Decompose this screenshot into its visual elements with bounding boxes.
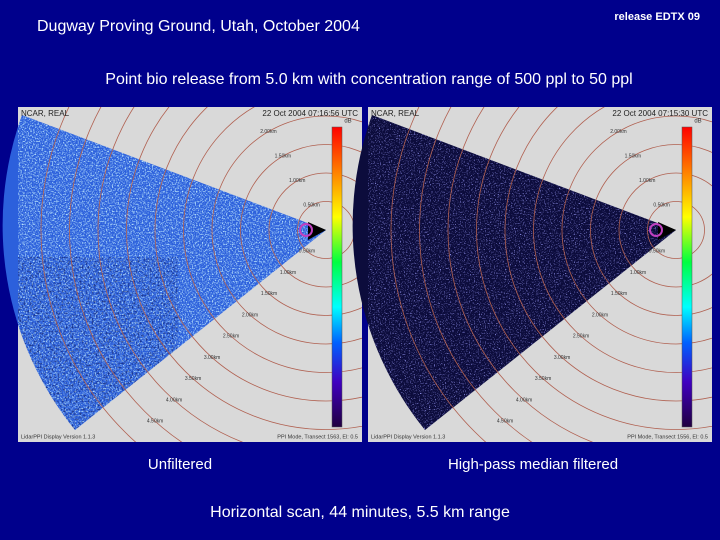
range-ring: [590, 144, 712, 316]
apex: [308, 222, 326, 240]
release-label: release EDTX 09: [614, 11, 700, 23]
range-label: 1.50km: [275, 154, 291, 160]
range-ring: [69, 107, 183, 442]
range-ring: [618, 172, 712, 288]
timestamp: 22 Oct 2004 07:15:30 UTC: [612, 109, 708, 118]
range-label: 0.50km: [299, 249, 315, 255]
range-ring: [476, 107, 712, 430]
mode-label: PPI Mode, Transect 1563, El: 0.5: [277, 434, 358, 440]
colorbar-unit: dB: [694, 119, 701, 125]
range-label: 4.50km: [497, 419, 513, 425]
footer: Horizontal scan, 44 minutes, 5.5 km rang…: [210, 504, 510, 521]
range-label: 2.00km: [242, 312, 258, 318]
range-label: 1.50km: [625, 154, 641, 160]
range-label: 0.50km: [303, 203, 319, 209]
range-label: 0.50km: [653, 203, 669, 209]
range-label: 0.50km: [649, 249, 665, 255]
range-rings: 0.50km 0.50km 1.00km 1.00km 1.50km 1.50km 2.00…: [390, 107, 712, 442]
range-label: 2.50km: [223, 334, 239, 340]
range-label: 3.00km: [204, 355, 220, 361]
range-label: 1.00km: [289, 178, 305, 184]
range-label: 1.50km: [611, 291, 627, 297]
range-ring: [268, 172, 362, 288]
range-ring: [419, 107, 533, 442]
range-label: 1.00km: [280, 270, 296, 276]
mode-label: PPI Mode, Transect 1556, El: 0.5: [627, 434, 708, 440]
range-label: 4.00km: [516, 397, 532, 403]
lidar-panel: 0.50km 0.50km 1.00km 1.00km 1.50km 1.50km 2.00…: [2, 107, 362, 442]
range-rings: 0.50km 0.50km 1.00km 1.00km 1.50km 1.50km 2.00…: [40, 107, 362, 442]
apex-glow: [649, 223, 663, 237]
range-label: 3.50km: [185, 376, 201, 382]
range-label: 1.00km: [639, 178, 655, 184]
range-ring: [447, 107, 594, 442]
range-label: 4.00km: [166, 397, 182, 403]
range-label: 3.00km: [554, 355, 570, 361]
version-label: LidarPPI Display Version 1.1.3: [21, 434, 95, 440]
range-ring: [40, 107, 137, 442]
colorbar-unit: dB: [344, 119, 351, 125]
colorbar: [681, 126, 693, 428]
range-ring: [533, 107, 712, 373]
range-label: 2.00km: [592, 312, 608, 318]
panel-caption: High-pass median filtered: [448, 456, 618, 473]
range-label: 2.00km: [610, 129, 626, 135]
source-label: NCAR, REAL: [371, 109, 420, 118]
range-ring: [97, 107, 244, 442]
source-label: NCAR, REAL: [21, 109, 70, 118]
timestamp: 22 Oct 2004 07:16:56 UTC: [262, 109, 358, 118]
apex-glow: [299, 223, 313, 237]
colorbar: [331, 126, 343, 428]
range-ring: [154, 107, 362, 402]
range-ring: [240, 144, 362, 316]
range-ring: [183, 107, 362, 373]
version-label: LidarPPI Display Version 1.1.3: [371, 434, 445, 440]
panel-caption: Unfiltered: [148, 456, 212, 473]
range-ring: [211, 115, 362, 345]
slide-title: Dugway Proving Ground, Utah, October 200…: [37, 18, 360, 35]
apex: [658, 222, 676, 240]
range-ring: [561, 115, 712, 345]
range-label: 1.00km: [630, 270, 646, 276]
range-ring: [647, 201, 705, 259]
range-ring: [504, 107, 712, 402]
subtitle: Point bio release from 5.0 km with conce…: [105, 71, 632, 88]
range-label: 2.50km: [573, 334, 589, 340]
range-label: 3.50km: [535, 376, 551, 382]
lidar-panel: 0.50km 0.50km 1.00km 1.00km 1.50km 1.50km 2.00…: [352, 107, 712, 442]
range-ring: [126, 107, 362, 430]
range-label: 4.50km: [147, 419, 163, 425]
range-label: 2.00km: [260, 129, 276, 135]
range-label: 1.50km: [261, 291, 277, 297]
range-ring: [390, 107, 487, 442]
